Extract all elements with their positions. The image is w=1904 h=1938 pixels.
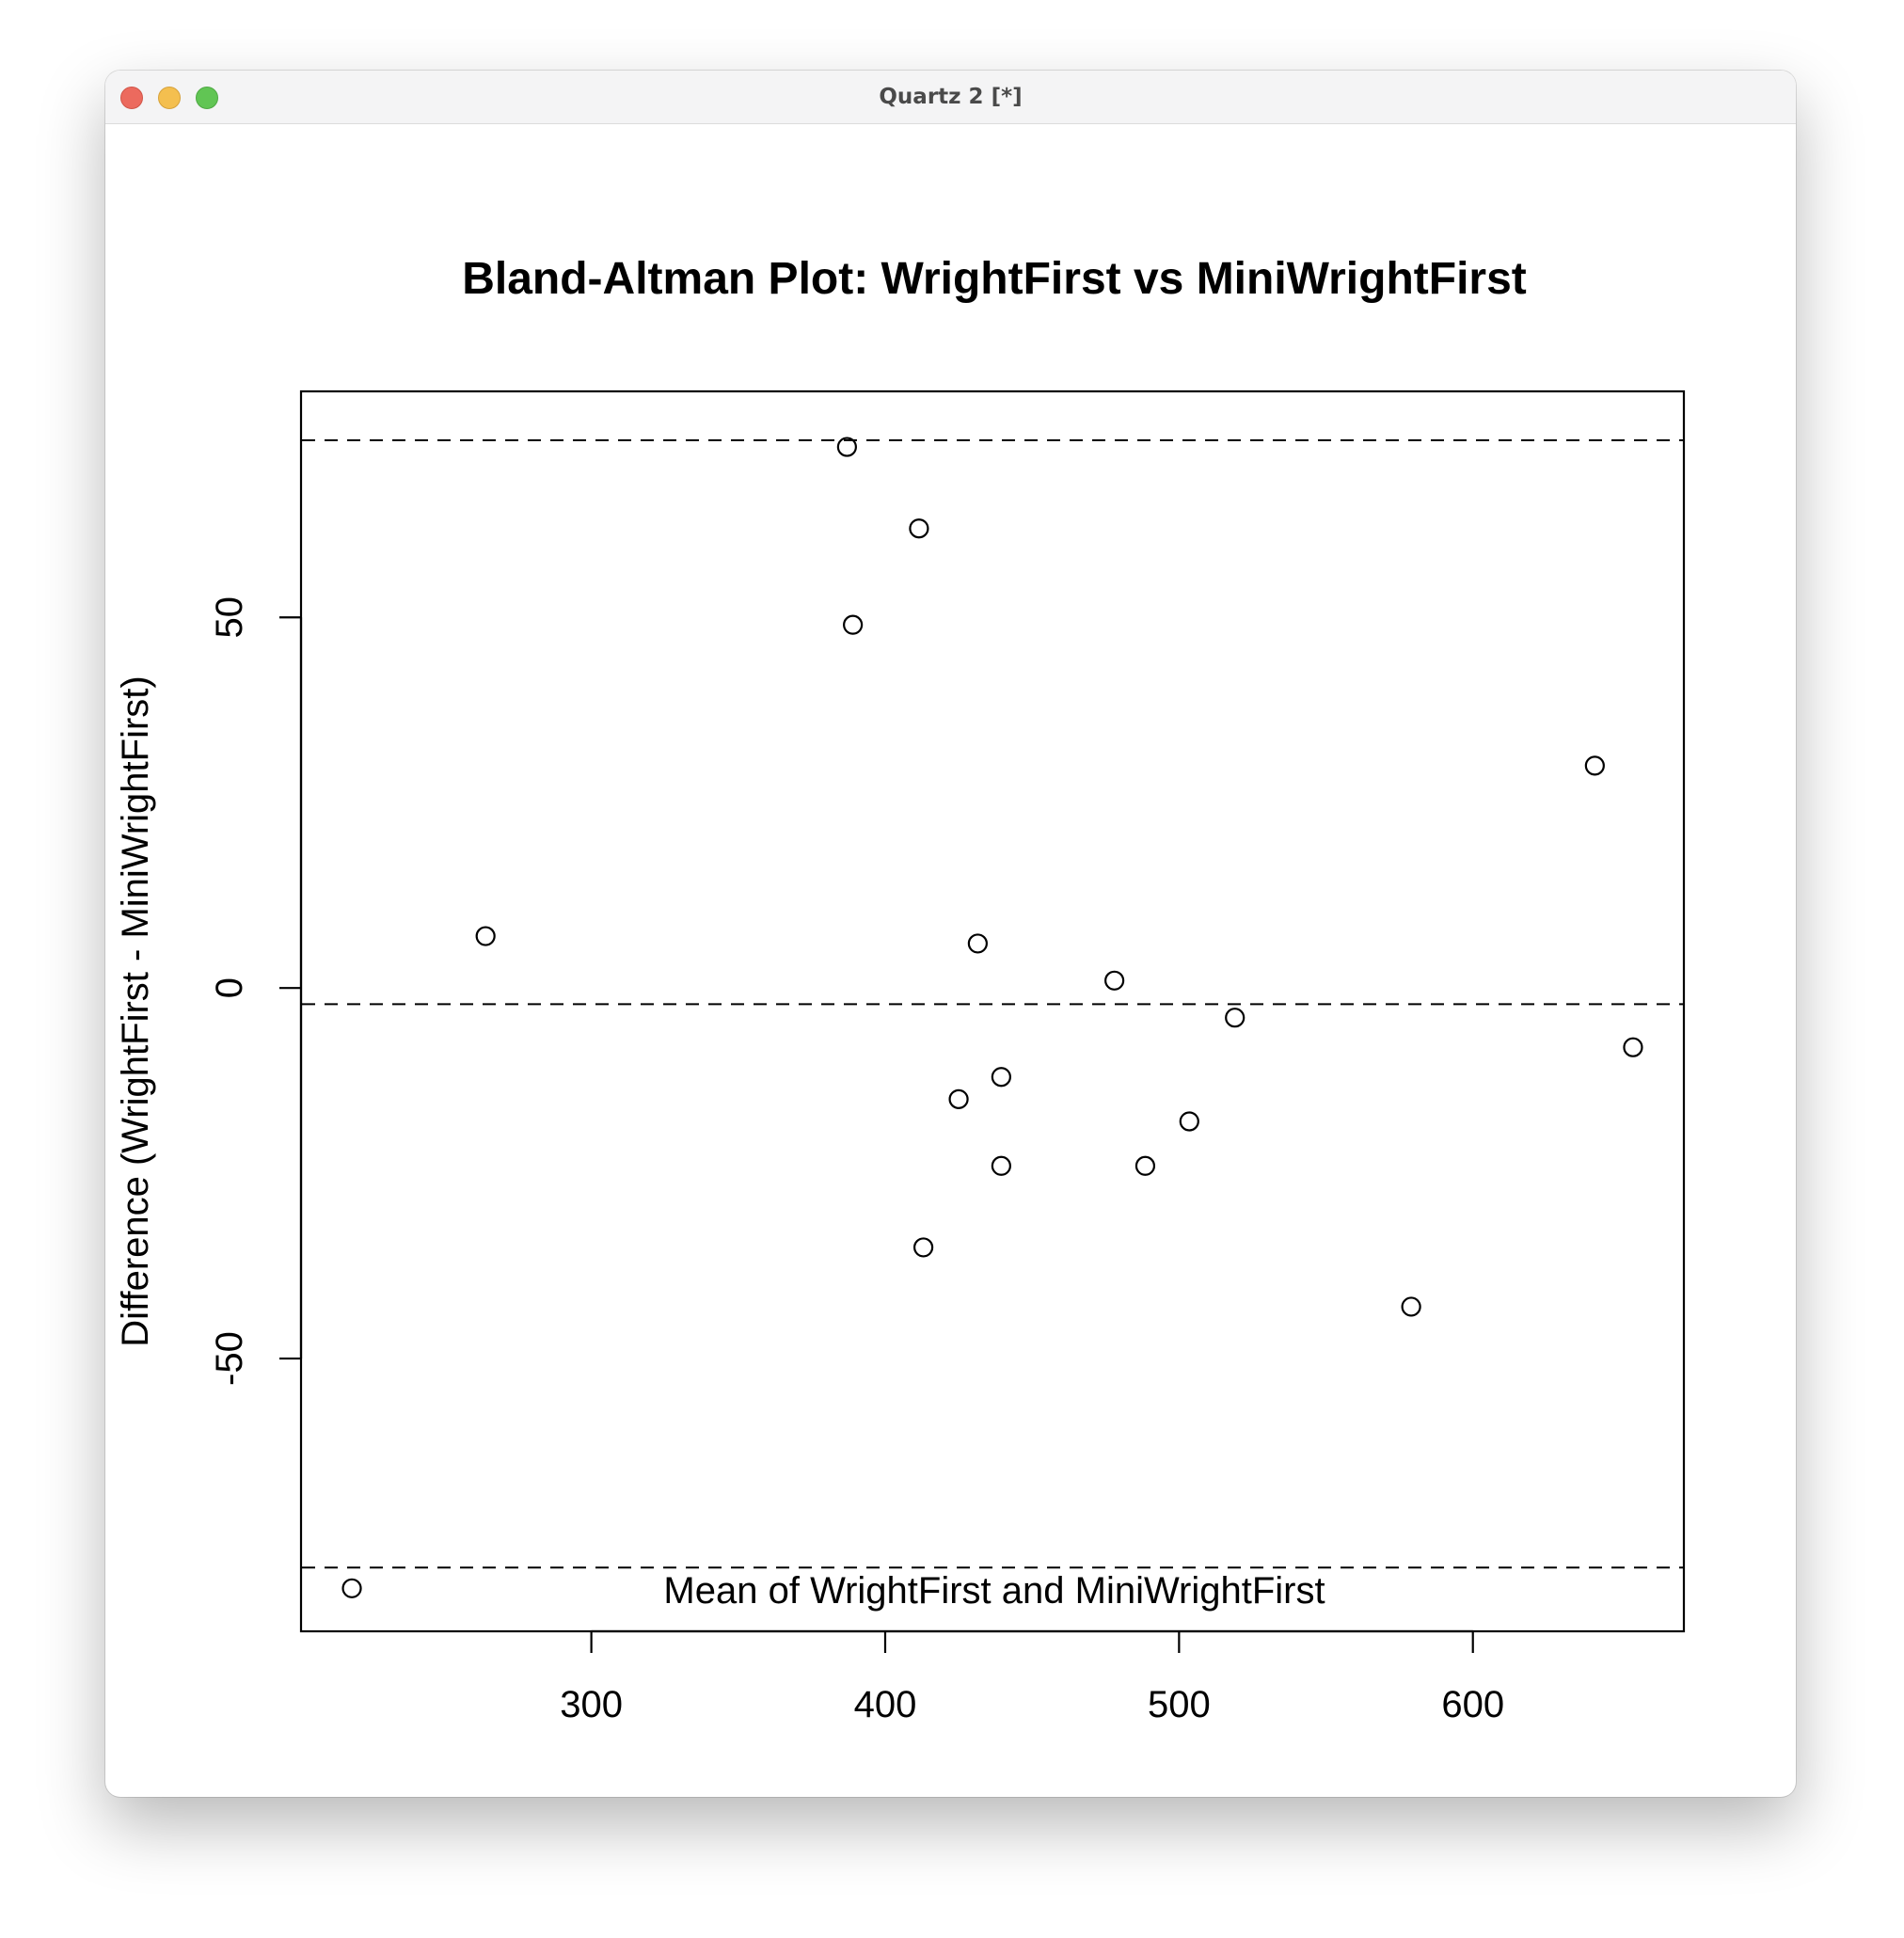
chart-title: Bland-Altman Plot: WrightFirst vs MiniWr… (462, 254, 1527, 304)
plot-frame (299, 389, 1686, 1633)
x-tick-label-400: 400 (854, 1684, 917, 1725)
y-tick-label-0: 0 (209, 977, 250, 998)
data-point-6 (948, 1088, 969, 1109)
data-point-16 (1623, 1037, 1643, 1057)
window-titlebar[interactable]: Quartz 2 [*] (105, 71, 1796, 124)
x-tick-label-500: 500 (1148, 1684, 1211, 1725)
y-axis-label: Difference (WrightFirst - MiniWrightFirs… (115, 675, 156, 1346)
data-point-2 (836, 437, 857, 457)
data-point-10 (1104, 970, 1125, 991)
minimize-button[interactable] (158, 87, 181, 109)
data-point-15 (1584, 755, 1605, 776)
data-point-9 (991, 1155, 1011, 1176)
data-point-0 (341, 1578, 362, 1598)
data-point-11 (1134, 1155, 1156, 1176)
window-title: Quartz 2 [*] (879, 85, 1023, 109)
data-point-1 (475, 926, 496, 946)
x-tick-label-600: 600 (1441, 1684, 1504, 1725)
zoom-button[interactable] (196, 87, 218, 109)
x-tick-label-300: 300 (560, 1684, 623, 1725)
data-point-3 (843, 614, 864, 635)
y-tick-label-50: 50 (209, 596, 250, 639)
data-point-4 (909, 518, 929, 539)
data-point-13 (1225, 1008, 1246, 1028)
data-point-14 (1401, 1296, 1421, 1317)
x-axis-label: Mean of WrightFirst and MiniWrightFirst (663, 1570, 1325, 1612)
bland-altman-chart: Bland-Altman Plot: WrightFirst vs MiniWr… (115, 254, 1686, 1725)
data-point-8 (991, 1067, 1011, 1088)
data-point-5 (912, 1237, 934, 1258)
data-point-12 (1179, 1111, 1199, 1132)
plot-window: Quartz 2 [*] Bland-Altman Plot: WrightFi… (105, 71, 1796, 1797)
close-button[interactable] (120, 87, 143, 109)
y-tick-label--50: -50 (209, 1331, 250, 1386)
data-point-7 (967, 933, 988, 954)
